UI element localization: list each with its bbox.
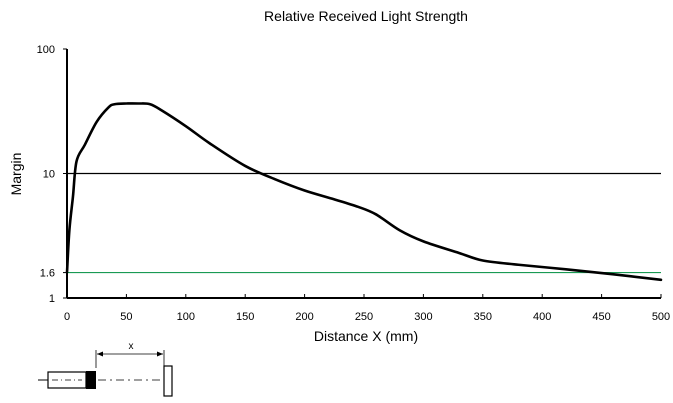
x-axis-label: Distance X (mm) [314,328,418,344]
x-tick-label: 50 [120,311,132,323]
y-tick-label: 10 [43,169,55,181]
y-axis-label: Margin [8,153,24,196]
x-tick-label: 100 [177,311,195,323]
chart-title: Relative Received Light Strength [264,8,468,24]
x-tick-label: 300 [414,311,432,323]
x-tick-label: 350 [474,311,492,323]
x-tick-label: 250 [355,311,373,323]
y-tick-label: 1 [49,293,55,305]
reference-lines [67,172,661,274]
y-tick-label: 1.6 [40,268,55,280]
sensor-lens-icon [86,371,96,389]
y-ticks: 1 1.6 10 100 [37,44,67,305]
x-tick-label: 150 [236,311,254,323]
series-line-0 [65,102,663,282]
x-tick-label: 500 [652,311,670,323]
x-tick-label: 450 [592,311,610,323]
y-tick-label: 100 [37,44,55,56]
x-tick-label: 400 [533,311,551,323]
x-tick-label: 0 [64,311,70,323]
series-layer [65,102,663,282]
reflector-icon [163,365,173,397]
sensor-distance-diagram: x [38,341,173,397]
x-ticks: 0 50 100 150 200 250 300 350 400 450 500 [64,294,670,323]
dimension-arrow-left-icon [97,351,103,357]
dimension-arrow-right-icon [157,351,163,357]
dimension-label: x [129,341,134,352]
x-tick-label: 200 [295,311,313,323]
